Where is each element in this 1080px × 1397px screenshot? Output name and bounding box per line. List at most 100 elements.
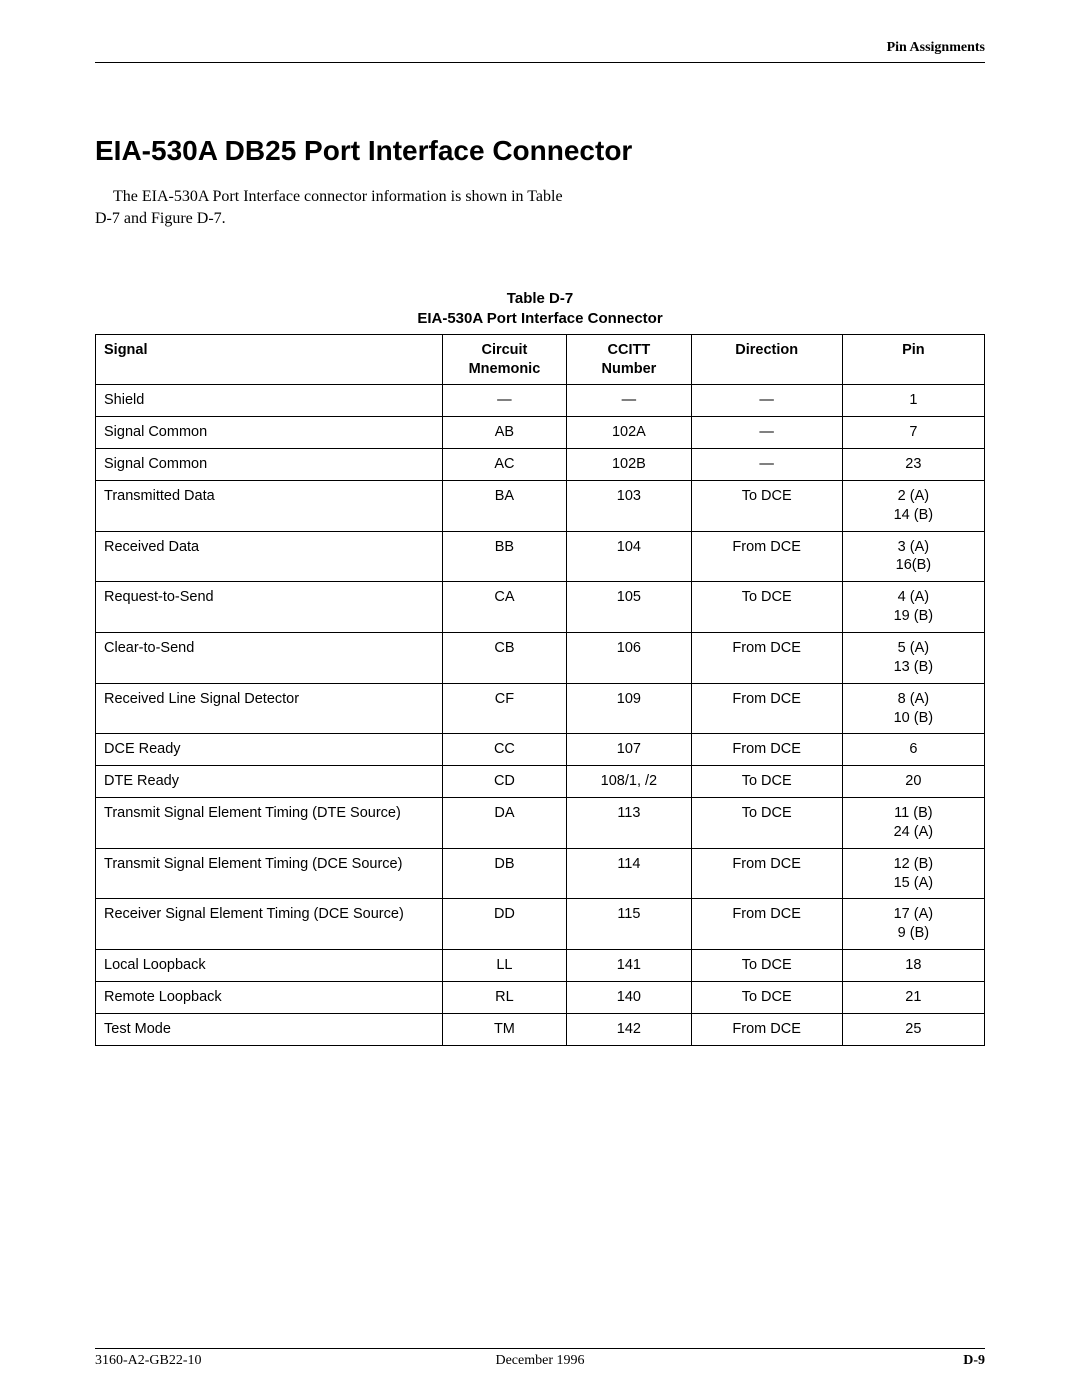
cell-signal: Transmitted Data	[96, 480, 443, 531]
cell-ccitt: 141	[567, 950, 691, 982]
cell-signal: Transmit Signal Element Timing (DTE Sour…	[96, 798, 443, 849]
cell-circuit: BA	[442, 480, 566, 531]
table-row: Clear-to-SendCB106From DCE5 (A) 13 (B)	[96, 632, 985, 683]
cell-circuit: TM	[442, 1013, 566, 1045]
page-header: Pin Assignments	[95, 40, 985, 63]
cell-signal: Test Mode	[96, 1013, 443, 1045]
table-wrapper: Signal Circuit Mnemonic CCITT Number Dir…	[95, 334, 985, 1046]
table-caption-number: Table D-7	[95, 289, 985, 309]
table-row: Signal CommonAB102A—7	[96, 417, 985, 449]
cell-circuit: CD	[442, 766, 566, 798]
cell-circuit: AC	[442, 449, 566, 481]
table-row: Transmit Signal Element Timing (DTE Sour…	[96, 798, 985, 849]
cell-direction: From DCE	[691, 531, 842, 582]
table-row: Request-to-SendCA105To DCE4 (A) 19 (B)	[96, 582, 985, 633]
cell-pin: 11 (B) 24 (A)	[842, 798, 984, 849]
cell-pin: 3 (A) 16(B)	[842, 531, 984, 582]
footer-date: December 1996	[495, 1353, 584, 1369]
cell-circuit: BB	[442, 531, 566, 582]
cell-pin: 8 (A) 10 (B)	[842, 683, 984, 734]
intro-paragraph: The EIA-530A Port Interface connector in…	[95, 186, 565, 229]
connector-table: Signal Circuit Mnemonic CCITT Number Dir…	[95, 334, 985, 1046]
cell-ccitt: 140	[567, 981, 691, 1013]
cell-direction: To DCE	[691, 798, 842, 849]
cell-direction: From DCE	[691, 734, 842, 766]
cell-signal: Received Line Signal Detector	[96, 683, 443, 734]
table-row: DTE ReadyCD108/1, /2To DCE20	[96, 766, 985, 798]
cell-circuit: DB	[442, 848, 566, 899]
table-row: Received Line Signal DetectorCF109From D…	[96, 683, 985, 734]
cell-ccitt: 107	[567, 734, 691, 766]
cell-signal: Request-to-Send	[96, 582, 443, 633]
cell-direction: To DCE	[691, 480, 842, 531]
cell-signal: Signal Common	[96, 417, 443, 449]
cell-pin: 25	[842, 1013, 984, 1045]
cell-circuit: DD	[442, 899, 566, 950]
column-header-direction: Direction	[691, 334, 842, 385]
column-header-ccitt-text: CCITT Number	[601, 342, 656, 377]
cell-ccitt: 115	[567, 899, 691, 950]
cell-signal: Remote Loopback	[96, 981, 443, 1013]
cell-direction: From DCE	[691, 683, 842, 734]
cell-circuit: AB	[442, 417, 566, 449]
table-row: Signal CommonAC102B—23	[96, 449, 985, 481]
cell-pin: 12 (B) 15 (A)	[842, 848, 984, 899]
cell-signal: Received Data	[96, 531, 443, 582]
cell-signal: Signal Common	[96, 449, 443, 481]
cell-ccitt: 105	[567, 582, 691, 633]
cell-direction: From DCE	[691, 632, 842, 683]
cell-pin: 7	[842, 417, 984, 449]
cell-ccitt: 104	[567, 531, 691, 582]
table-header-row: Signal Circuit Mnemonic CCITT Number Dir…	[96, 334, 985, 385]
table-row: Receiver Signal Element Timing (DCE Sour…	[96, 899, 985, 950]
table-body: Shield———1Signal CommonAB102A—7Signal Co…	[96, 385, 985, 1045]
table-row: Test ModeTM142From DCE25	[96, 1013, 985, 1045]
cell-signal: Receiver Signal Element Timing (DCE Sour…	[96, 899, 443, 950]
cell-circuit: CC	[442, 734, 566, 766]
cell-pin: 17 (A) 9 (B)	[842, 899, 984, 950]
cell-ccitt: 108/1, /2	[567, 766, 691, 798]
cell-ccitt: 109	[567, 683, 691, 734]
page-title: EIA-530A DB25 Port Interface Connector	[95, 133, 985, 168]
table-caption-title: EIA-530A Port Interface Connector	[95, 309, 985, 329]
header-section-label: Pin Assignments	[887, 40, 985, 55]
footer-doc-id: 3160-A2-GB22-10	[95, 1353, 202, 1369]
cell-ccitt: 102A	[567, 417, 691, 449]
cell-signal: Shield	[96, 385, 443, 417]
cell-circuit: —	[442, 385, 566, 417]
cell-direction: To DCE	[691, 981, 842, 1013]
cell-pin: 2 (A) 14 (B)	[842, 480, 984, 531]
cell-pin: 5 (A) 13 (B)	[842, 632, 984, 683]
table-row: Shield———1	[96, 385, 985, 417]
table-row: Transmit Signal Element Timing (DCE Sour…	[96, 848, 985, 899]
cell-pin: 4 (A) 19 (B)	[842, 582, 984, 633]
cell-direction: —	[691, 385, 842, 417]
cell-ccitt: 113	[567, 798, 691, 849]
cell-circuit: CB	[442, 632, 566, 683]
cell-circuit: CF	[442, 683, 566, 734]
cell-signal: Clear-to-Send	[96, 632, 443, 683]
cell-pin: 23	[842, 449, 984, 481]
cell-direction: To DCE	[691, 582, 842, 633]
cell-signal: DTE Ready	[96, 766, 443, 798]
column-header-pin: Pin	[842, 334, 984, 385]
cell-circuit: RL	[442, 981, 566, 1013]
table-row: Transmitted DataBA103To DCE2 (A) 14 (B)	[96, 480, 985, 531]
cell-direction: From DCE	[691, 1013, 842, 1045]
table-head: Signal Circuit Mnemonic CCITT Number Dir…	[96, 334, 985, 385]
cell-signal: Transmit Signal Element Timing (DCE Sour…	[96, 848, 443, 899]
footer-page-number: D-9	[963, 1353, 985, 1369]
cell-circuit: CA	[442, 582, 566, 633]
cell-pin: 20	[842, 766, 984, 798]
cell-ccitt: 114	[567, 848, 691, 899]
cell-signal: Local Loopback	[96, 950, 443, 982]
cell-pin: 1	[842, 385, 984, 417]
column-header-circuit-text: Circuit Mnemonic	[469, 342, 541, 377]
cell-ccitt: 142	[567, 1013, 691, 1045]
cell-circuit: LL	[442, 950, 566, 982]
table-row: Remote LoopbackRL140To DCE21	[96, 981, 985, 1013]
cell-direction: —	[691, 449, 842, 481]
cell-pin: 18	[842, 950, 984, 982]
column-header-ccitt: CCITT Number	[567, 334, 691, 385]
cell-pin: 6	[842, 734, 984, 766]
